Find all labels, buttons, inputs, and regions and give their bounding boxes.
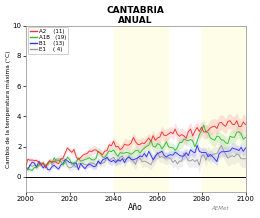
Text: AEMet: AEMet: [211, 206, 229, 211]
Bar: [114, 26, 168, 192]
Y-axis label: Cambio de la temperatura máxima (°C): Cambio de la temperatura máxima (°C): [5, 50, 11, 168]
Legend: A2    (11), A1B   (19), B1    (13), E1    ( 4): A2 (11), A1B (19), B1 (13), E1 ( 4): [28, 27, 68, 54]
Bar: [202, 26, 245, 192]
X-axis label: Año: Año: [128, 203, 143, 213]
Title: CANTABRIA
ANUAL: CANTABRIA ANUAL: [107, 5, 165, 25]
